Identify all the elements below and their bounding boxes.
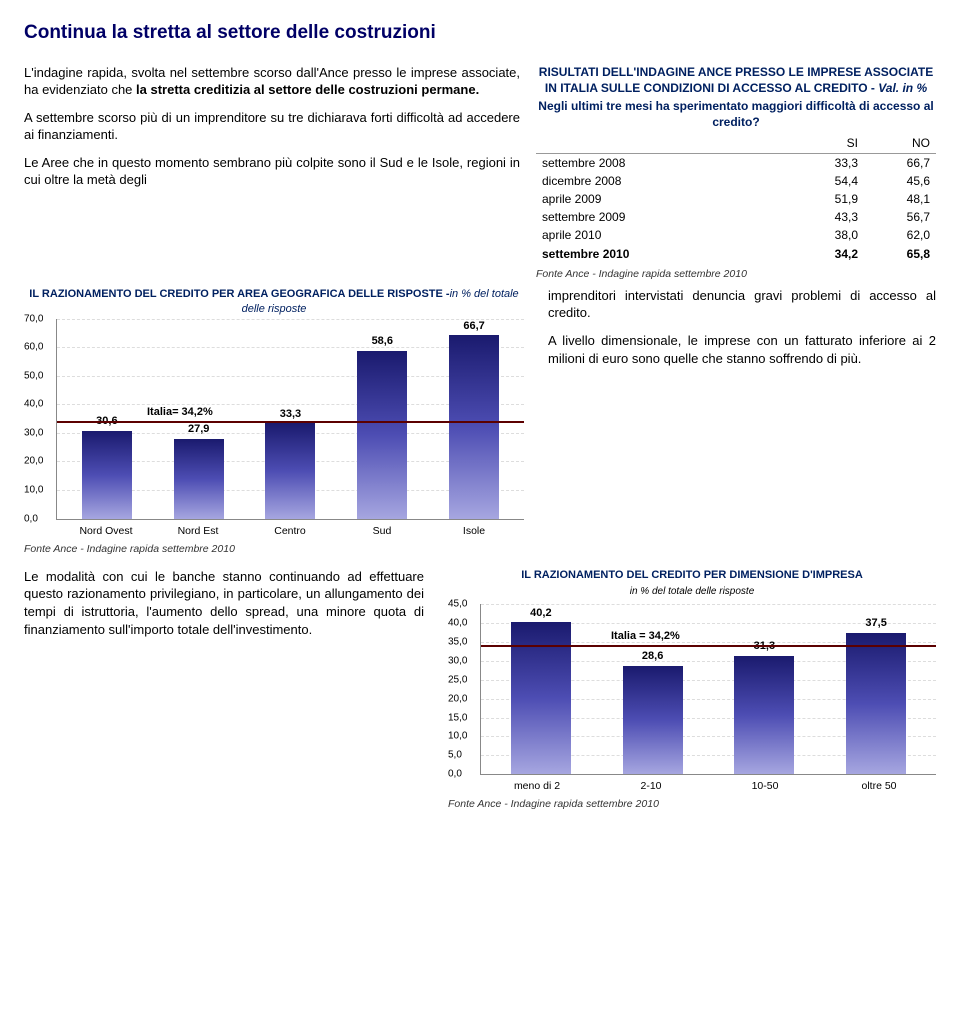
table-row: settembre 200943,356,7 xyxy=(536,208,936,226)
chart2-source: Fonte Ance - Indagine rapida settembre 2… xyxy=(448,797,936,811)
chart-bar: 40,2 xyxy=(511,604,571,774)
para-2: A settembre scorso più di un imprenditor… xyxy=(24,109,520,144)
mid-para-1: imprenditori intervistati denuncia gravi… xyxy=(548,287,936,322)
table-row: dicembre 200854,445,6 xyxy=(536,172,936,190)
mid-para-2: A livello dimensionale, le imprese con u… xyxy=(548,332,936,367)
para-1: L'indagine rapida, svolta nel settembre … xyxy=(24,64,520,99)
chart-bar: 30,6 xyxy=(77,319,137,519)
table-question: Negli ultimi tre mesi ha sperimentato ma… xyxy=(536,98,936,130)
table-row: settembre 201034,265,8 xyxy=(536,245,936,263)
chart-dimensione-impresa: IL RAZIONAMENTO DEL CREDITO PER DIMENSIO… xyxy=(448,568,936,794)
chart-bar: 58,6 xyxy=(352,319,412,519)
chart-bar: 31,3 xyxy=(734,604,794,774)
results-table: SINO settembre 200833,366,7dicembre 2008… xyxy=(536,134,936,262)
para-3: Le Aree che in questo momento sembrano p… xyxy=(24,154,520,189)
lower-para: Le modalità con cui le banche stanno con… xyxy=(24,568,424,638)
chart-area-geografica: IL RAZIONAMENTO DEL CREDITO PER AREA GEO… xyxy=(24,287,524,538)
page-title: Continua la stretta al settore delle cos… xyxy=(24,20,936,46)
table-title: RISULTATI DELL'INDAGINE ANCE PRESSO LE I… xyxy=(536,64,936,96)
chart-bar: 37,5 xyxy=(846,604,906,774)
chart-bar: 33,3 xyxy=(260,319,320,519)
table-row: aprile 201038,062,0 xyxy=(536,226,936,244)
table-row: aprile 200951,948,1 xyxy=(536,190,936,208)
chart1-source: Fonte Ance - Indagine rapida settembre 2… xyxy=(24,542,524,556)
chart-bar: 66,7 xyxy=(444,319,504,519)
table-source: Fonte Ance - Indagine rapida settembre 2… xyxy=(536,267,936,281)
table-row: settembre 200833,366,7 xyxy=(536,153,936,172)
